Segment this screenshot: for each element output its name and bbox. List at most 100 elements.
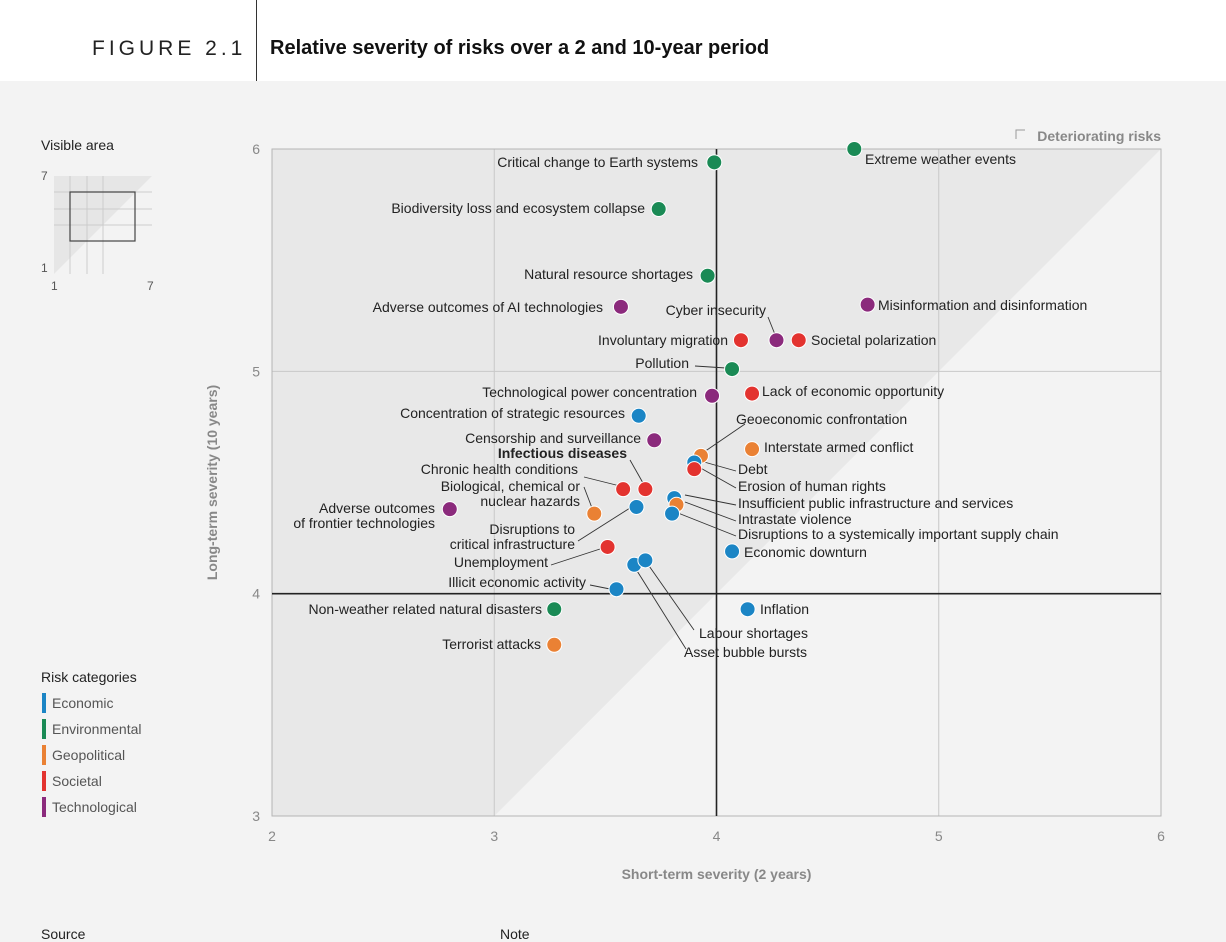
data-point-label: Insufficient public infrastructure and s… (738, 495, 1013, 511)
data-point-label: Lack of economic opportunity (762, 383, 944, 399)
data-point-label: Technological power concentration (482, 384, 697, 400)
data-point (724, 361, 741, 378)
figure-title: Relative severity of risks over a 2 and … (270, 37, 770, 59)
legend-swatch (42, 771, 46, 791)
data-point (612, 298, 629, 315)
x-tick-label: 2 (268, 828, 276, 844)
leader-line (589, 584, 611, 590)
legend-swatch (42, 693, 46, 713)
x-axis-label: Short-term severity (2 years) (622, 866, 812, 882)
data-point-label: Pollution (635, 355, 689, 371)
data-point-label: Infectious diseases (498, 445, 627, 461)
data-point (599, 538, 616, 555)
leader-line (577, 507, 631, 542)
data-point (615, 481, 632, 498)
data-point (859, 296, 876, 313)
legend-swatch (42, 719, 46, 739)
visible-area-title: Visible area (41, 137, 114, 153)
leader-line (684, 494, 737, 506)
data-point-label: Disruptions to a systemically important … (738, 526, 1059, 542)
legend: Economic Environmental Geopolitical Soci… (41, 693, 142, 823)
data-point (586, 505, 603, 522)
data-point-label: Illicit economic activity (448, 574, 586, 590)
leader-line (696, 465, 737, 489)
data-point-label: Labour shortages (699, 625, 808, 641)
data-point-label: Adverse outcomes of frontier technologies (293, 500, 435, 531)
visible-area-map (54, 176, 152, 274)
leader-line (629, 459, 644, 484)
y-axis-label: Long-term severity (10 years) (204, 385, 220, 580)
data-point-label: Censorship and surveillance (465, 430, 641, 446)
data-point (546, 601, 563, 618)
minimap-y-max: 7 (41, 169, 48, 183)
data-point-label: Asset bubble bursts (684, 644, 807, 660)
data-point (744, 441, 761, 458)
data-point-label: Erosion of human rights (738, 478, 886, 494)
y-tick-label: 5 (252, 363, 260, 379)
data-point (628, 498, 645, 515)
legend-title: Risk categories (41, 669, 137, 685)
minimap-x-max: 7 (147, 279, 154, 293)
data-point (699, 267, 716, 284)
data-point (630, 407, 647, 424)
deteriorating-region (494, 149, 1161, 816)
deteriorating-risks-label: Deteriorating risks (1037, 128, 1161, 144)
data-point (686, 461, 703, 478)
data-point (744, 385, 761, 402)
legend-label: Geopolitical (52, 747, 126, 763)
y-tick-label: 3 (252, 808, 260, 824)
deteriorating-corner-icon (1015, 129, 1025, 139)
x-tick-label: 3 (490, 828, 498, 844)
y-tick-label: 6 (252, 141, 260, 157)
legend-swatch (42, 745, 46, 765)
data-point (608, 581, 625, 598)
legend-item-environmental: Environmental (41, 719, 142, 745)
data-point-label: Intrastate violence (738, 511, 852, 527)
legend-item-geopolitical: Geopolitical (41, 745, 142, 771)
header-divider (256, 0, 257, 81)
leader-line (646, 562, 695, 631)
data-point (739, 601, 756, 618)
minimap-x-min: 1 (51, 279, 58, 293)
data-point-label: Concentration of strategic resources (400, 405, 625, 421)
data-point-label: Extreme weather events (865, 151, 1016, 167)
x-tick-label: 5 (935, 828, 943, 844)
minimap-y-min: 1 (41, 261, 48, 275)
data-point (768, 332, 785, 349)
data-point (441, 501, 458, 518)
data-point-label: Chronic health conditions (421, 461, 578, 477)
data-point (724, 543, 741, 560)
y-tick-label: 4 (252, 586, 260, 602)
legend-label: Technological (52, 799, 137, 815)
data-point (546, 636, 563, 653)
data-point-label: Terrorist attacks (442, 636, 541, 652)
x-tick-label: 6 (1157, 828, 1165, 844)
data-point (637, 552, 654, 569)
data-point-label: Economic downturn (744, 544, 867, 560)
data-point-label: Adverse outcomes of AI technologies (373, 299, 603, 315)
data-point (704, 387, 721, 404)
data-point-label: Natural resource shortages (524, 266, 693, 282)
data-point-label: Misinformation and disinformation (878, 297, 1087, 313)
legend-item-technological: Technological (41, 797, 142, 823)
note-label: Note (500, 926, 530, 942)
data-point-label: Critical change to Earth systems (497, 154, 698, 170)
legend-item-societal: Societal (41, 771, 142, 797)
source-label: Source (41, 926, 86, 942)
legend-label: Economic (52, 695, 114, 711)
legend-label: Environmental (52, 721, 142, 737)
data-point (732, 332, 749, 349)
data-point-label: Cyber insecurity (666, 302, 766, 318)
data-point-label: Disruptions to critical infrastructure (450, 521, 575, 552)
data-point-label: Inflation (760, 601, 809, 617)
data-point (646, 432, 663, 449)
figure-header: FIGURE 2.1 Relative severity of risks ov… (0, 0, 1226, 81)
legend-item-economic: Economic (41, 693, 142, 719)
data-point-label: Societal polarization (811, 332, 936, 348)
data-point (637, 481, 654, 498)
data-point-label: Biological, chemical or nuclear hazards (441, 478, 581, 509)
data-point-label: Debt (738, 461, 768, 477)
data-point-label: Involuntary migration (598, 332, 728, 348)
leader-line (550, 548, 601, 566)
data-point (706, 154, 723, 171)
